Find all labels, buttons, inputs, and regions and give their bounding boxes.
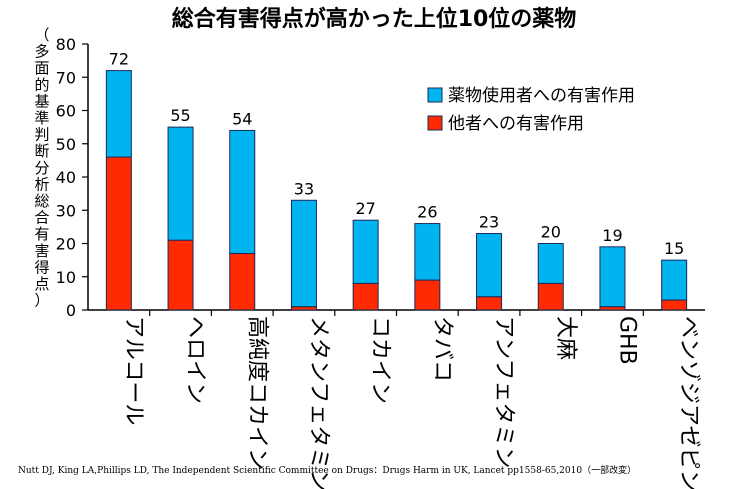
- bar-segment-users: [105, 70, 132, 158]
- y-tick-label: 0: [66, 301, 76, 320]
- bar-total-label: 72: [109, 50, 129, 69]
- category-label: タバコ: [429, 316, 454, 382]
- bar-total-label: 54: [232, 109, 252, 128]
- category-label: メタンフェタミン: [306, 316, 331, 489]
- y-tick-label: 80: [56, 35, 76, 54]
- value-labels: 72 55 54 33 27 26 23 20 19 15: [109, 50, 685, 259]
- legend-label: 薬物使用者への有害作用: [448, 85, 635, 106]
- bar-segment-users: [476, 233, 503, 298]
- y-tick-label: 10: [56, 268, 76, 287]
- bars: [105, 70, 688, 311]
- legend-swatch: [427, 115, 443, 131]
- bar-total-label: 33: [294, 179, 314, 198]
- bar-total-label: 15: [664, 239, 684, 258]
- bar-segment-users: [661, 259, 688, 301]
- bar-segment-others: [352, 282, 379, 311]
- bar-segment-others: [229, 252, 256, 311]
- y-tick-label: 30: [56, 201, 76, 220]
- bar-total-label: 55: [170, 106, 190, 125]
- bar-segment-users: [537, 243, 564, 284]
- bar-segment-others: [537, 282, 564, 311]
- y-tick-label: 50: [56, 135, 76, 154]
- y-tick-label: 60: [56, 102, 76, 121]
- category-label: アンフェタミン: [491, 316, 516, 468]
- category-label: コカイン: [368, 316, 393, 404]
- category-label: ベンゾジアゼピン: [676, 316, 701, 489]
- category-label: GHB: [614, 316, 639, 365]
- bar-total-label: 23: [479, 213, 499, 232]
- bar-segment-others: [661, 299, 688, 311]
- bar-total-label: 26: [417, 203, 437, 222]
- bar-segment-users: [352, 219, 379, 284]
- bar-segment-users: [229, 129, 256, 254]
- bar-segment-others: [414, 279, 441, 311]
- bar-segment-users: [414, 223, 441, 281]
- legend-label: 他者への有害作用: [448, 114, 584, 134]
- category-label: 大麻: [553, 316, 578, 360]
- bar-segment-users: [167, 126, 194, 241]
- category-label: ヘロイン: [183, 316, 208, 404]
- bar-segment-users: [599, 246, 626, 308]
- chart-title: 総合有害得点が高かった上位10位の薬物: [172, 6, 577, 32]
- bar-segment-others: [105, 156, 132, 311]
- axes: 0 10 20 30 40 50 60 70 80: [56, 35, 705, 320]
- category-label: 高純度コカイン: [244, 316, 269, 470]
- y-tick-label: 40: [56, 168, 76, 187]
- bar-segment-users: [290, 199, 317, 308]
- bar-segment-others: [167, 239, 194, 311]
- bar-segment-others: [476, 296, 503, 311]
- y-tick-label: 70: [56, 68, 76, 87]
- bar-total-label: 27: [355, 199, 375, 218]
- category-labels: アルコール ヘロイン 高純度コカイン メタンフェタミン コカイン タバコ アンフェタミン 大麻…: [121, 316, 701, 489]
- source-citation: Nutt DJ, King LA,Phillips LD, The Indepe…: [18, 466, 637, 476]
- y-axis-label: （多面的基準判断分析総合有害得点）: [34, 26, 49, 310]
- legend-swatch: [427, 87, 443, 103]
- category-label: アルコール: [121, 316, 146, 425]
- bar-total-label: 20: [541, 223, 561, 242]
- bar-total-label: 19: [602, 226, 622, 245]
- y-tick-label: 20: [56, 235, 76, 254]
